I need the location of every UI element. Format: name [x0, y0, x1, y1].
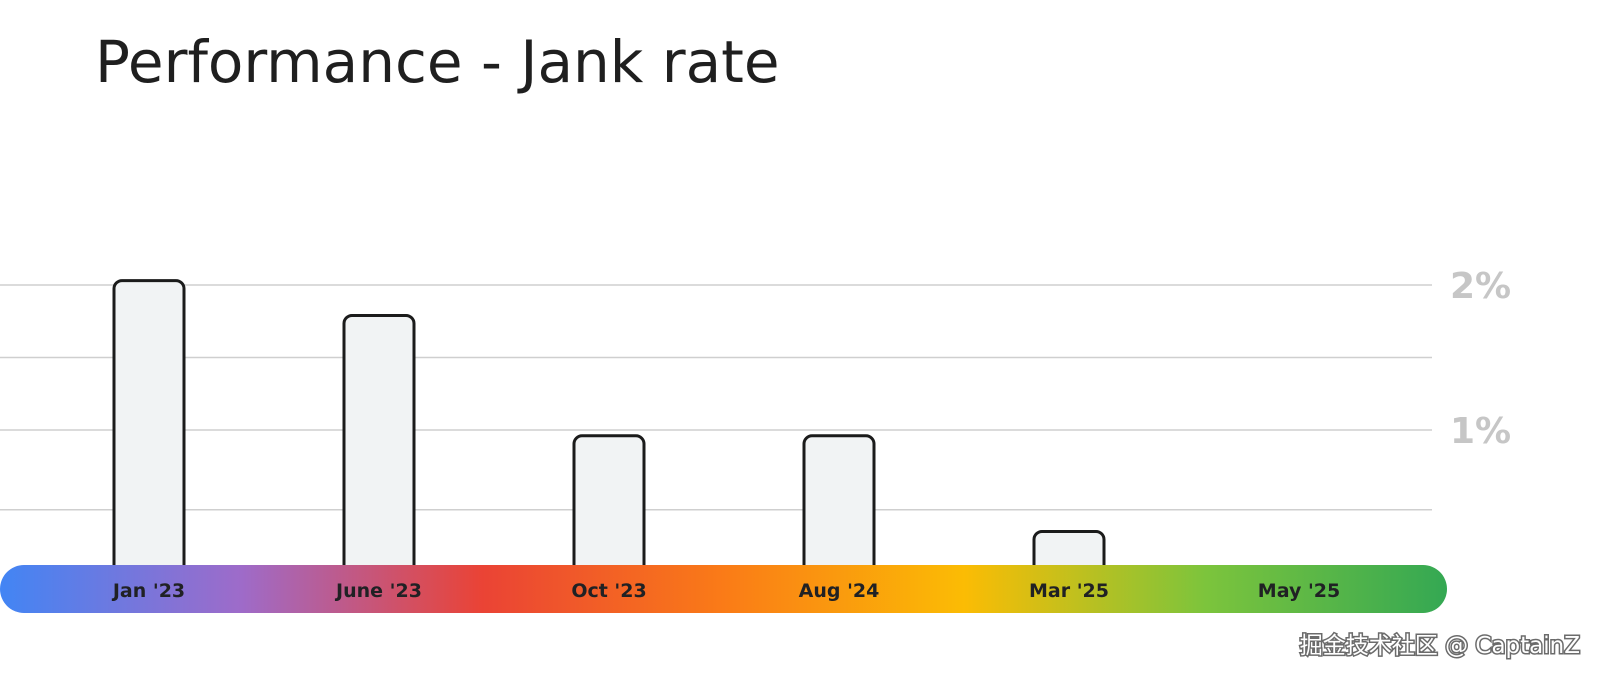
x-category-label: Mar '25 — [1029, 580, 1109, 602]
bar — [572, 434, 646, 587]
y-tick-label: 1% — [1450, 411, 1511, 452]
x-category-label: Jan '23 — [111, 580, 185, 602]
x-category-label: Aug '24 — [799, 580, 880, 602]
y-tick-label: 2% — [1450, 266, 1511, 307]
chart-title: Performance - Jank rate — [95, 28, 780, 96]
x-category-label: June '23 — [334, 580, 422, 602]
x-axis-labels: Jan '23 June '23 Oct '23 Aug '24 Mar '25 May … — [111, 580, 1340, 602]
x-category-label: Oct '23 — [571, 580, 646, 602]
gridlines — [0, 284, 1432, 511]
x-category-label: May '25 — [1258, 580, 1340, 602]
bar — [342, 313, 416, 587]
bar — [112, 279, 186, 587]
bar — [802, 434, 876, 587]
watermark-text: 掘金技术社区 @ CaptainZ — [1300, 633, 1580, 659]
x-axis-band — [0, 565, 1447, 613]
bars — [112, 279, 1336, 587]
y-axis-ticks: 2% 1% — [1450, 266, 1511, 452]
